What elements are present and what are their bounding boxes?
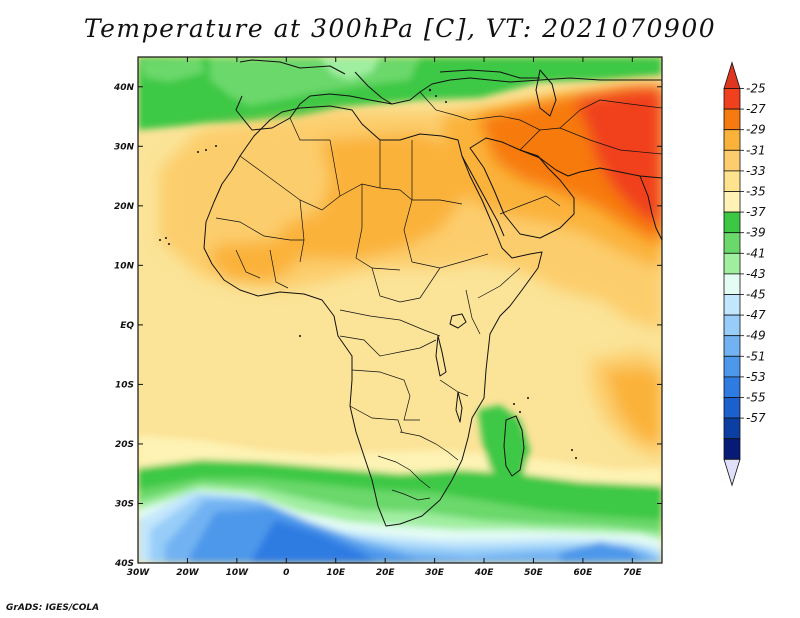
madagascar-coast [503,415,525,477]
colorbar-swatch [723,355,741,378]
colorbar-swatch [723,88,741,110]
colorbar-swatch [723,129,741,151]
lat-tick-label: 20S [115,440,134,450]
red-sea [461,155,505,237]
lon-tick-label: 60E [574,568,594,578]
colorbar-label: -47 [746,308,766,322]
colorbar-label: -39 [746,226,766,240]
colorbar-label: -57 [746,411,766,425]
lat-tick-label: EQ [120,321,134,331]
italy-coast [354,71,393,105]
contour-south-51b [560,542,645,563]
iberia-europe [235,77,662,131]
colorbar-label: -55 [746,391,766,405]
colorbar-swatch [723,438,741,460]
lon-tick-label: 50E [524,568,544,578]
contour-south-53 [250,520,380,563]
coastlines [203,59,662,527]
colorbar-swatch [723,149,741,172]
colorbar-label: -51 [746,349,766,363]
colorbar-label: -45 [746,288,766,302]
persian-gulf [519,149,662,179]
lake-malawi [455,391,463,423]
africa-coastline [203,105,543,527]
colorbar-swatch [723,191,741,213]
lat-tick-label: 10N [114,261,135,271]
lon-tick-label: 10E [326,568,346,578]
lake-tanganyika [435,335,447,377]
colorbar-label: -33 [746,164,766,178]
lat-tick-label: 10S [115,380,134,390]
colorbar-label: -31 [746,143,766,157]
colorbar-bottom-arrow [723,458,741,487]
colorbar-swatch [723,376,741,398]
contour-sahara-29a [270,132,470,260]
chart-title: Temperature at 300hPa [C], VT: 202107090… [83,14,717,43]
colorbar-swatch [723,294,741,316]
contour-sahara-29b [210,240,300,282]
lat-tick-label: 40N [113,83,135,93]
colorbar-swatch [723,211,741,234]
colorbar-label: -41 [746,246,766,260]
black-sea [439,69,540,79]
colorbar-swatch [723,417,741,440]
country-borders [215,91,662,501]
lat-tick-label: 20N [114,202,135,212]
contour-east-25 [575,88,662,228]
lon-tick-label: 40E [474,568,495,578]
lat-tick-label: 40S [114,559,134,569]
caspian [535,69,557,117]
colorbar-label: -29 [746,123,766,137]
colorbar-label: -27 [746,102,766,116]
lat-tick-label: 30S [115,499,134,509]
colorbar-swatch [723,273,741,295]
colorbar-swatch [723,397,741,419]
colorbar-swatch [723,252,741,275]
colorbar-swatch [723,232,741,254]
lon-tick-label: 10W [226,568,250,578]
colorbar-swatch [723,170,741,192]
lat-tick-label: 30N [114,142,135,152]
colorbar-label: -35 [746,185,766,199]
lon-tick-label: 70E [623,568,643,578]
lon-tick-label: 0 [283,568,289,578]
lon-tick-label: 20W [176,568,200,578]
colorbar-label: -43 [746,267,766,281]
colorbar-swatch [723,108,741,131]
lon-tick-label: 30W [127,568,151,578]
lake-victoria [449,313,467,329]
axis-tick-labels: 30W 20W 10W 0 10E 20E 30E 40E 50E 60E 70E 40N 30N 20N… [113,83,643,578]
contour-indianocean-29 [605,368,662,445]
colorbar-swatch [723,314,741,337]
colorbar-label: -37 [746,205,766,219]
contour-north-39b [140,58,205,82]
axis-ticks [137,57,662,564]
colorbar-top-arrow [723,61,741,89]
credit-label: GrADS: IGES/COLA [6,603,100,613]
colorbar-label: -49 [746,329,766,343]
colorbar-label: -25 [746,82,766,96]
plot-frame [137,56,663,564]
colorbar-label: -53 [746,370,766,384]
india-coast [639,175,662,241]
islands [159,88,577,459]
colorbar-swatch [723,335,741,357]
arabia-coast [469,137,575,239]
europe-north [239,59,346,75]
lon-tick-label: 20E [376,568,396,578]
contour-north-41 [320,57,380,80]
colorbar: -25 -27 -29 -31 -33 -35 -37 -39 -41 -43 -45 -47 -49 -… [723,61,766,487]
temperature-field [138,57,662,563]
lon-tick-label: 30E [425,568,445,578]
